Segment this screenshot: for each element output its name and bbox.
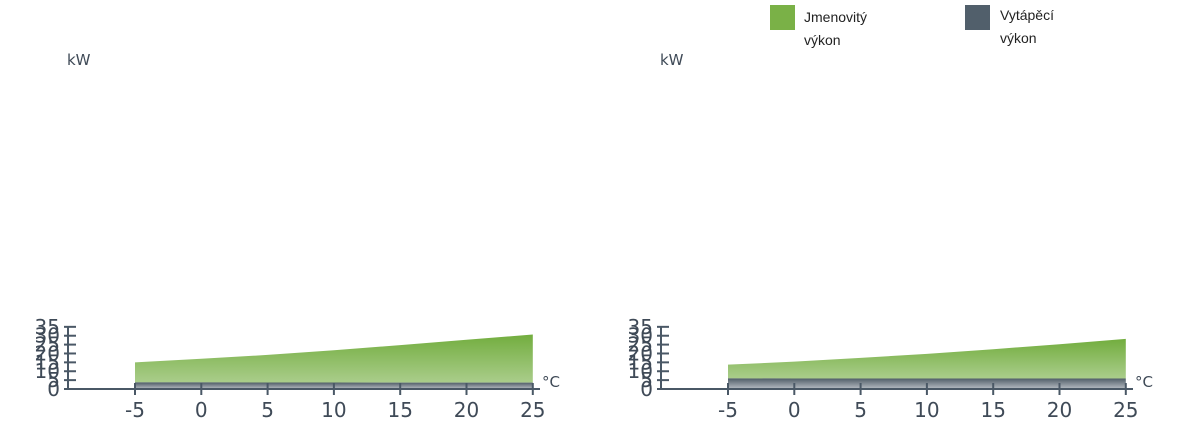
x-tick-label: -5 [125, 398, 145, 422]
area-rated-output [728, 338, 1126, 379]
y-tick-label: 10 [628, 359, 653, 383]
x-tick-label: 0 [195, 398, 208, 422]
x-tick-label: 25 [1113, 398, 1138, 422]
y-tick-label: 35 [628, 315, 653, 339]
y-tick-label: 30 [628, 324, 653, 348]
y-tick-label: 20 [628, 341, 653, 365]
x-tick-label: 0 [788, 398, 801, 422]
legend-label-heating-output-line1: Vytápěcí [1000, 7, 1054, 23]
legend-label-rated-output-line2: výkon [804, 32, 841, 48]
y-tick-label: 15 [35, 350, 60, 374]
x-tick-label: 20 [1047, 398, 1072, 422]
y-tick-label: 0 [47, 377, 60, 401]
y-axis-unit-label: kW [67, 51, 91, 69]
x-tick-label: 15 [980, 398, 1005, 422]
x-tick-label: 5 [854, 398, 867, 422]
x-tick-label: 20 [454, 398, 479, 422]
y-tick-label: 20 [35, 341, 60, 365]
y-tick-label: 30 [35, 324, 60, 348]
y-tick-label: 0 [640, 377, 653, 401]
x-axis-unit-label: °C [1135, 373, 1153, 391]
y-tick-label: 35 [35, 315, 60, 339]
y-axis-unit-label: kW [660, 51, 684, 69]
x-tick-label: -5 [718, 398, 738, 422]
legend-swatch-heating-output [965, 5, 990, 30]
legend-label-rated-output-line1: Jmenovitý [804, 9, 867, 25]
y-tick-label: 15 [628, 350, 653, 374]
y-tick-label: 5 [47, 368, 60, 392]
x-axis-unit-label: °C [542, 373, 560, 391]
legend-swatch-rated-output [770, 5, 795, 30]
legend-label-heating-output-line2: výkon [1000, 30, 1037, 46]
y-tick-label: 25 [35, 333, 60, 357]
x-tick-label: 10 [914, 398, 939, 422]
area-rated-output [135, 334, 533, 383]
y-tick-label: 5 [640, 368, 653, 392]
y-tick-label: 10 [35, 359, 60, 383]
x-tick-label: 25 [520, 398, 545, 422]
legend: Jmenovitý výkon Vytápěcí výkon [770, 5, 1054, 48]
x-tick-label: 5 [261, 398, 274, 422]
x-tick-label: 10 [321, 398, 346, 422]
x-tick-label: 15 [387, 398, 412, 422]
y-tick-label: 25 [628, 333, 653, 357]
